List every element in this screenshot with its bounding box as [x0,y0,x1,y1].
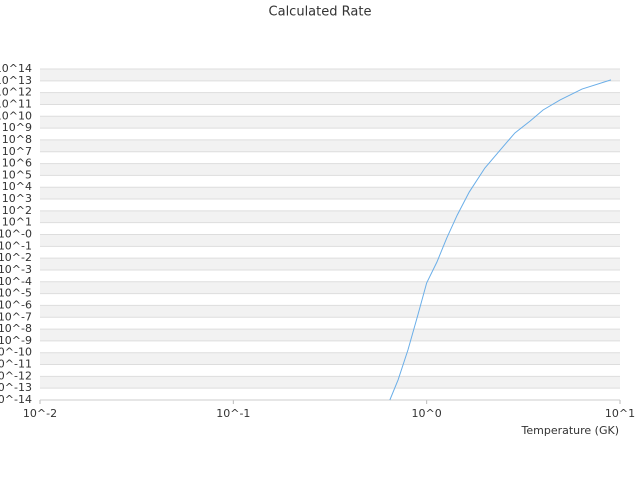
y-tick-label: 10^7 [2,145,32,158]
chart-title: Calculated Rate [269,5,372,20]
y-tick-label: 10^-12 [0,369,32,382]
y-tick-label: 10^-13 [0,381,32,394]
grid-bands [40,69,620,389]
y-tick-label: 10^14 [0,62,32,75]
x-tick-label: 10^-1 [216,407,250,420]
y-tick-label: 10^-10 [0,346,32,359]
y-tick-label: 10^-9 [0,334,32,347]
y-tick-label: 10^11 [0,97,32,110]
y-tick-label: 10^9 [2,121,32,134]
y-tick-label: 10^-7 [0,310,32,323]
grid-band [40,305,620,318]
y-tick-label: 10^-8 [0,322,32,335]
y-tick-label: 10^-3 [0,263,32,276]
x-tick-label: 10^1 [605,407,635,420]
grid-band [40,69,620,81]
y-tick-label: 10^8 [2,133,32,146]
y-tick-label: 10^5 [2,168,32,181]
x-tick-label: 10^0 [412,407,442,420]
grid-band [40,234,620,247]
y-tick-label: 10^4 [2,180,32,193]
grid-band [40,376,620,389]
grid-band [40,210,620,223]
y-tick-label: 10^-2 [0,251,32,264]
y-tick-label: 10^6 [2,157,32,170]
y-tick-label: 10^-0 [0,228,32,241]
grid-band [40,92,620,105]
series-line [389,79,612,401]
grid-band [40,352,620,365]
y-tick-label: 10^12 [0,86,32,99]
x-axis-label: Temperature (GK) [521,424,620,437]
y-tick-label: 10^-5 [0,287,32,300]
y-tick-label: 10^2 [2,204,32,217]
grid-band [40,139,620,152]
y-tick-label: 10^13 [0,74,32,87]
grid-band [40,329,620,341]
y-tick-label: 10^10 [0,109,32,122]
y-tick-label: 10^3 [2,192,32,205]
y-tick-label: 10^-14 [0,393,32,406]
y-tick-label: 10^1 [2,216,32,229]
grid-band [40,116,620,129]
y-tick-label: 10^-6 [0,298,32,311]
grid-band [40,258,620,270]
y-tick-label: 10^-1 [0,239,32,252]
grid-band [40,163,620,176]
y-tick-label: 10^-4 [0,275,32,288]
grid-band [40,281,620,294]
x-tick-label: 10^-2 [23,407,57,420]
grid-band [40,187,620,200]
y-tick-label: 10^-11 [0,358,32,371]
